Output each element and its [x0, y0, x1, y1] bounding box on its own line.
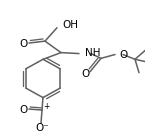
Text: O: O [20, 105, 28, 115]
Text: O: O [119, 49, 127, 60]
Text: O⁻: O⁻ [35, 123, 49, 133]
Text: O: O [20, 39, 28, 49]
Text: O: O [81, 69, 89, 79]
Text: NH: NH [85, 48, 100, 58]
Text: +: + [43, 102, 49, 111]
Text: OH: OH [62, 20, 78, 30]
